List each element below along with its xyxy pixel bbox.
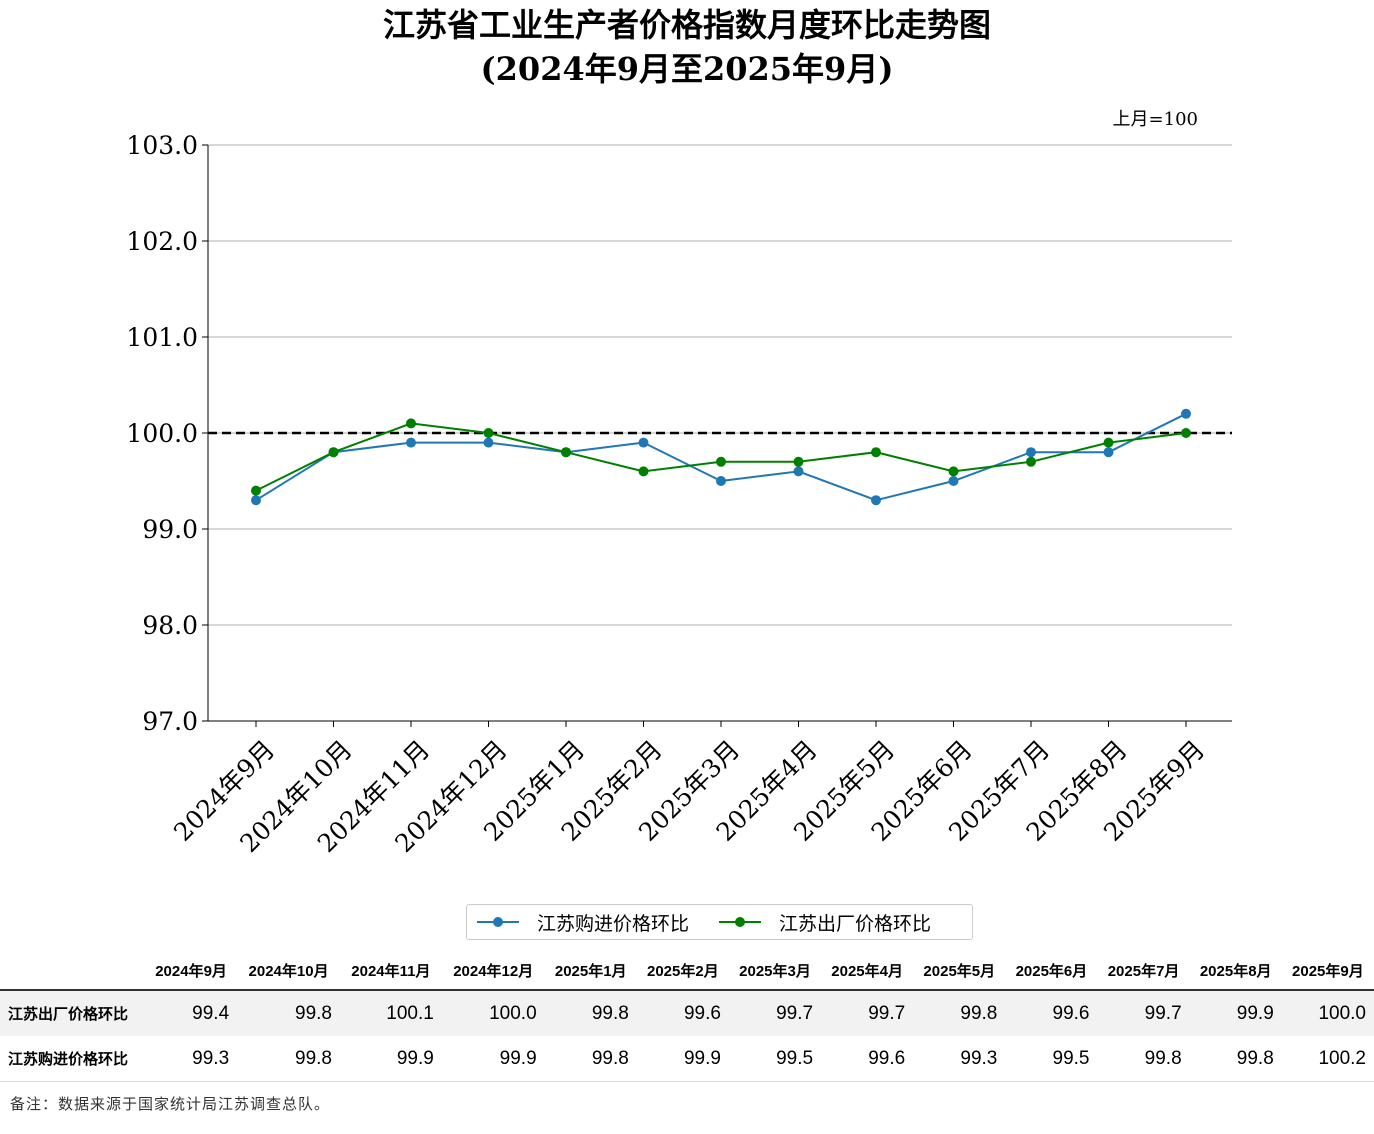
table-column-header: 2025年9月 [1281,951,1374,991]
data-point [871,447,881,458]
table-column-header: 2025年3月 [728,951,822,991]
y-tick-label: 100.0 [126,419,198,448]
legend-item-purchase: 江苏购进价格环比 [477,909,689,936]
table-column-header: 2024年12月 [441,951,545,991]
chart-subtitle: (2024年9月至2025年9月) [480,50,894,88]
data-point [793,456,804,467]
data-point [716,456,726,467]
table-cell: 99.8 [544,1036,637,1082]
table-row: 江苏购进价格环比 99.3 99.8 99.9 99.9 99.8 99.9 99.5 99.6… [0,1036,1374,1082]
data-point [406,418,416,429]
data-point [406,437,416,448]
data-point [1181,408,1191,419]
data-table: 2024年9月 2024年10月 2024年11月 2024年12月 2025年1月 20… [0,951,1374,1082]
unit-note: 上月=100 [1113,109,1198,130]
legend-label-factory: 江苏出厂价格环比 [779,912,932,935]
table-cell: 99.7 [728,990,822,1036]
data-point [1103,437,1114,448]
data-point [871,495,881,506]
y-tick-label: 99.0 [142,515,198,544]
table-cell: 99.8 [544,990,637,1036]
table-row-label: 江苏购进价格环比 [0,1036,145,1082]
data-point [251,495,261,506]
table-cell: 99.7 [821,990,914,1036]
table-cell: 99.7 [1097,990,1190,1036]
table-cell: 99.5 [728,1036,822,1082]
table-cell: 99.3 [145,1036,238,1082]
table-cell: 99.8 [237,1036,340,1082]
table-column-header: 2024年9月 [145,951,238,991]
table-cell: 99.6 [821,1036,914,1082]
legend-swatch-purchase-icon [477,915,519,929]
data-point [948,466,959,477]
table-column-header: 2025年5月 [913,951,1006,991]
table-row: 江苏出厂价格环比 99.4 99.8 100.1 100.0 99.8 99.6 99.7 99… [0,990,1374,1036]
table-column-header: 2024年10月 [237,951,340,991]
table-cell: 99.8 [913,990,1006,1036]
table-cell: 99.5 [1005,1036,1098,1082]
table-cell: 99.9 [340,1036,442,1082]
legend-item-factory: 江苏出厂价格环比 [719,909,931,936]
table-cell: 99.8 [1189,1036,1282,1082]
table-cell: 99.6 [1005,990,1098,1036]
table-column-header: 2025年4月 [821,951,914,991]
y-tick-label: 103.0 [126,131,198,160]
table-cell: 100.0 [1281,990,1374,1036]
table-column-header: 2025年1月 [544,951,637,991]
table-cell: 99.8 [237,990,340,1036]
y-tick-label: 101.0 [126,323,198,352]
source-note: 备注：数据来源于国家统计局江苏调查总队。 [10,1095,331,1113]
data-point [638,466,649,477]
table-column-header: 2025年7月 [1097,951,1190,991]
table-cell: 100.0 [441,990,545,1036]
line-chart: 97.098.099.0100.0101.0102.0103.02024年9月2… [126,109,1232,858]
table-row-label: 江苏出厂价格环比 [0,990,145,1036]
table-cell: 100.2 [1281,1036,1374,1082]
data-point [251,485,261,496]
table-column-header: 2025年6月 [1005,951,1098,991]
legend-label-purchase: 江苏购进价格环比 [537,912,690,935]
data-point [1103,447,1114,458]
table-cell: 99.4 [145,990,238,1036]
data-point [948,476,959,486]
table-cell: 99.9 [636,1036,729,1082]
chart-legend: 江苏购进价格环比 江苏出厂价格环比 [466,904,973,940]
legend-swatch-factory-icon [719,915,762,929]
chart-title: 江苏省工业生产者价格指数月度环比走势图 [382,6,991,44]
table-cell: 99.3 [913,1036,1006,1082]
table-corner-cell [0,951,145,991]
data-point [1181,428,1191,438]
data-point [1026,447,1036,458]
table-column-header: 2025年2月 [636,951,729,991]
y-tick-label: 102.0 [126,227,198,256]
data-point [793,466,804,477]
table-header-row: 2024年9月 2024年10月 2024年11月 2024年12月 2025年1月 20… [0,951,1374,991]
y-tick-label: 97.0 [142,707,198,736]
table-cell: 99.9 [441,1036,545,1082]
table-cell: 99.9 [1189,990,1282,1036]
data-point [483,428,494,438]
data-point [561,447,571,458]
data-point [1026,456,1036,467]
table-column-header: 2024年11月 [340,951,442,991]
table-cell: 100.1 [340,990,442,1036]
table-column-header: 2025年8月 [1189,951,1282,991]
data-point [638,437,649,448]
data-point [483,437,494,448]
data-point [328,447,339,458]
table-cell: 99.8 [1097,1036,1190,1082]
data-point [716,476,726,486]
y-tick-label: 98.0 [142,611,198,640]
table-cell: 99.6 [636,990,729,1036]
